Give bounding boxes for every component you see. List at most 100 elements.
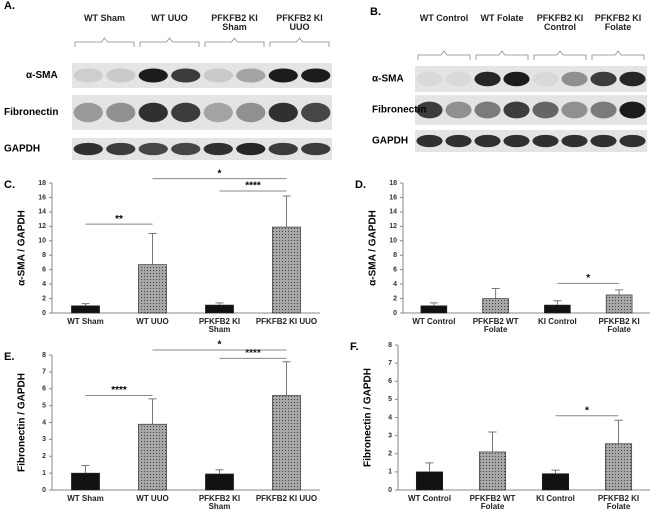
x-tick-label: WT UUO xyxy=(136,317,169,326)
x-tick-label: PFKFB2 KI Folate xyxy=(598,317,640,335)
error-bar xyxy=(81,465,90,474)
y-tick-label: 0 xyxy=(388,487,392,494)
blot-band xyxy=(268,102,298,123)
blot-band xyxy=(503,71,530,87)
y-tick-label: 5 xyxy=(388,396,392,403)
error-bar xyxy=(215,302,224,306)
error-bar xyxy=(81,303,90,306)
group-label: PFKFB2 KI Folate xyxy=(594,13,642,33)
y-axis-label: Fibronectin / GAPDH xyxy=(363,368,374,467)
blot-band xyxy=(73,102,103,123)
blot-band xyxy=(561,134,588,148)
blot-band xyxy=(445,101,472,119)
group-brace xyxy=(591,50,645,60)
error-bar xyxy=(148,398,157,425)
blot-band xyxy=(301,68,331,83)
y-tick-label: 14 xyxy=(38,209,46,216)
blot-band xyxy=(236,102,266,123)
group-label: PFKFB2 KI Sham xyxy=(211,13,258,33)
error-bar xyxy=(488,431,497,452)
blot-strip xyxy=(72,138,332,160)
error-bar xyxy=(429,302,438,306)
y-tick-label: 3 xyxy=(42,436,46,443)
bar xyxy=(71,472,100,491)
blot-band xyxy=(203,142,233,156)
x-tick-label: WT Sham xyxy=(67,494,104,503)
y-tick-label: 10 xyxy=(389,238,397,245)
y-tick-label: 0 xyxy=(42,310,46,317)
blot-band xyxy=(268,142,298,156)
y-tick-label: 6 xyxy=(393,267,397,274)
x-tick-label: WT Control xyxy=(412,317,456,326)
group-brace xyxy=(533,50,587,60)
y-tick-label: 12 xyxy=(389,223,397,230)
blot-row-label: Fibronectin xyxy=(372,105,426,116)
blot-row-label: α-SMA xyxy=(372,74,404,85)
y-tick-label: 6 xyxy=(42,386,46,393)
blot-band xyxy=(138,68,168,83)
x-tick-label: PFKFB2 WT Folate xyxy=(472,317,519,335)
y-tick-label: 3 xyxy=(388,432,392,439)
significance-label: * xyxy=(586,273,590,284)
blot-band xyxy=(503,134,530,148)
bar xyxy=(541,473,570,491)
bar-texture xyxy=(272,227,301,313)
y-tick-label: 12 xyxy=(38,223,46,230)
blot-band xyxy=(138,102,168,123)
y-tick-label: 4 xyxy=(393,281,397,288)
panel-label: F. xyxy=(350,341,359,353)
y-tick-label: 10 xyxy=(38,238,46,245)
bar xyxy=(205,473,234,491)
error-bar xyxy=(553,300,562,306)
y-tick-label: 0 xyxy=(42,487,46,494)
blot-band xyxy=(106,102,136,123)
panel-label: A. xyxy=(4,0,15,12)
group-brace xyxy=(417,50,471,60)
y-tick-label: 8 xyxy=(388,342,392,349)
bar xyxy=(415,471,444,491)
x-tick-label: WT Control xyxy=(407,494,452,503)
y-tick-label: 14 xyxy=(389,209,397,216)
panel-label: B. xyxy=(370,6,381,18)
blot-band xyxy=(236,142,266,156)
blot-band xyxy=(73,142,103,156)
bar-texture xyxy=(138,424,167,490)
y-tick-label: 8 xyxy=(42,352,46,359)
y-tick-label: 4 xyxy=(42,419,46,426)
significance-label: * xyxy=(218,168,222,179)
bar-texture xyxy=(272,395,301,490)
significance-label: ** xyxy=(115,214,123,225)
group-label: WT Control xyxy=(419,13,469,23)
blot-band xyxy=(561,71,588,87)
y-tick-label: 16 xyxy=(389,194,397,201)
group-label: WT UUO xyxy=(151,13,188,23)
x-tick-label: PFKFB2 WT Folate xyxy=(469,494,516,512)
error-bar xyxy=(615,289,624,295)
panel-label: D. xyxy=(355,179,366,191)
x-tick-label: KI Control xyxy=(536,494,575,503)
bar-texture xyxy=(605,443,632,490)
group-label: PFKFB2 KI Control xyxy=(536,13,584,33)
blot-band xyxy=(561,101,588,119)
y-tick-label: 8 xyxy=(393,252,397,259)
y-tick-label: 6 xyxy=(388,378,392,385)
blot-row-label: Fibronectin xyxy=(4,107,58,118)
bar xyxy=(544,304,571,314)
y-tick-label: 7 xyxy=(42,369,46,376)
blot-band xyxy=(268,68,298,83)
blot-band xyxy=(138,142,168,156)
group-brace xyxy=(475,50,529,60)
group-label: PFKFB2 KI UUO xyxy=(276,13,323,33)
y-axis-label: Fibronectin / GAPDH xyxy=(17,373,28,472)
error-bar xyxy=(148,233,157,265)
error-bar xyxy=(491,287,500,299)
x-tick-label: KI Control xyxy=(538,317,577,326)
blot-row-label: GAPDH xyxy=(372,136,408,147)
blot-band xyxy=(445,134,472,148)
y-tick-label: 5 xyxy=(42,402,46,409)
blot-band xyxy=(619,71,646,87)
blot-band xyxy=(73,68,103,83)
group-brace xyxy=(269,37,330,47)
bar xyxy=(71,305,100,314)
